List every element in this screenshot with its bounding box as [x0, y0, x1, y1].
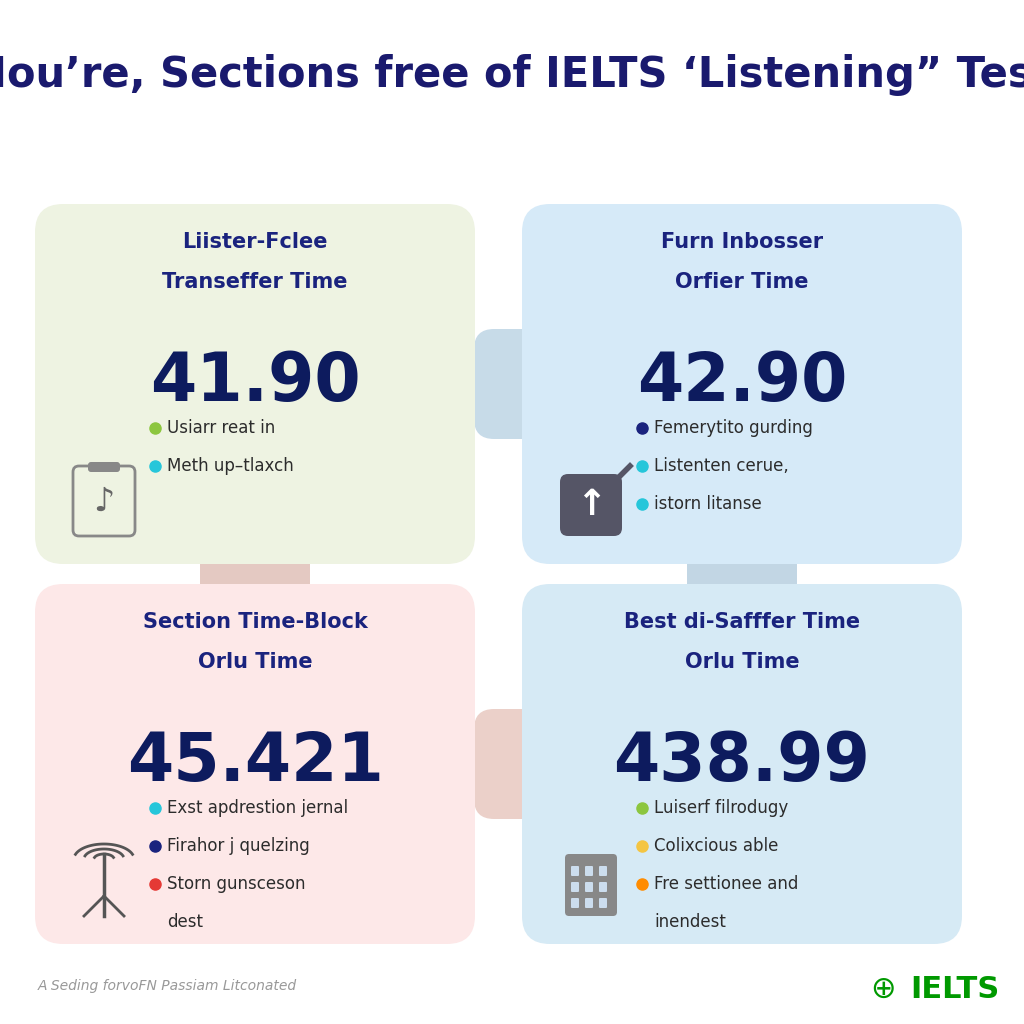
Text: inendest: inendest: [654, 913, 726, 931]
Text: Listenten cerue,: Listenten cerue,: [654, 457, 788, 475]
Text: istorn litanse: istorn litanse: [654, 495, 762, 513]
Text: 42.90: 42.90: [637, 349, 847, 415]
Text: Furn Inbosser: Furn Inbosser: [660, 232, 823, 252]
Text: Femerytito gurding: Femerytito gurding: [654, 419, 813, 437]
Text: Usiarr reat in: Usiarr reat in: [167, 419, 275, 437]
Text: Orlu Time: Orlu Time: [685, 652, 800, 672]
Text: ↑: ↑: [575, 488, 606, 522]
Text: A Seding forvoFΝ Passiam Litconated: A Seding forvoFΝ Passiam Litconated: [38, 979, 297, 993]
FancyBboxPatch shape: [599, 882, 607, 892]
Text: Exst apdrestion jernal: Exst apdrestion jernal: [167, 799, 348, 817]
Text: 438.99: 438.99: [613, 729, 870, 795]
Text: Best di-Safffer Time: Best di-Safffer Time: [624, 612, 860, 632]
FancyBboxPatch shape: [585, 866, 593, 876]
FancyBboxPatch shape: [585, 898, 593, 908]
Text: Fre settionee and: Fre settionee and: [654, 874, 799, 893]
Text: Hou’re, Sections free of IELTS ‘Listening” Test: Hou’re, Sections free of IELTS ‘Listenin…: [0, 54, 1024, 96]
Text: IELTS: IELTS: [910, 975, 999, 1004]
FancyBboxPatch shape: [599, 866, 607, 876]
Text: Storn gunsceson: Storn gunsceson: [167, 874, 305, 893]
FancyBboxPatch shape: [35, 584, 475, 944]
Text: Firahor j quelzing: Firahor j quelzing: [167, 837, 309, 855]
FancyBboxPatch shape: [687, 543, 797, 618]
FancyBboxPatch shape: [571, 866, 579, 876]
Text: ♪: ♪: [93, 484, 115, 517]
Text: Colixcious able: Colixcious able: [654, 837, 778, 855]
Text: Section Time-Block: Section Time-Block: [142, 612, 368, 632]
FancyBboxPatch shape: [522, 204, 962, 564]
FancyBboxPatch shape: [200, 543, 310, 618]
FancyBboxPatch shape: [474, 329, 550, 439]
Text: Luiserf filrodugy: Luiserf filrodugy: [654, 799, 788, 817]
Text: Meth up–tlaxch: Meth up–tlaxch: [167, 457, 294, 475]
Text: ⊕: ⊕: [870, 975, 896, 1004]
FancyBboxPatch shape: [585, 882, 593, 892]
FancyBboxPatch shape: [35, 204, 475, 564]
FancyBboxPatch shape: [571, 898, 579, 908]
Text: Orlu Time: Orlu Time: [198, 652, 312, 672]
FancyBboxPatch shape: [565, 854, 617, 916]
Text: 45.421: 45.421: [127, 729, 383, 795]
Text: Orfier Time: Orfier Time: [675, 272, 809, 292]
FancyBboxPatch shape: [522, 584, 962, 944]
Text: Liister-Fclee: Liister-Fclee: [182, 232, 328, 252]
FancyBboxPatch shape: [571, 882, 579, 892]
FancyBboxPatch shape: [560, 474, 622, 536]
FancyBboxPatch shape: [599, 898, 607, 908]
Text: Transeffer Time: Transeffer Time: [162, 272, 348, 292]
Text: dest: dest: [167, 913, 203, 931]
Text: 41.90: 41.90: [150, 349, 360, 415]
FancyBboxPatch shape: [88, 462, 120, 472]
FancyBboxPatch shape: [474, 709, 550, 819]
